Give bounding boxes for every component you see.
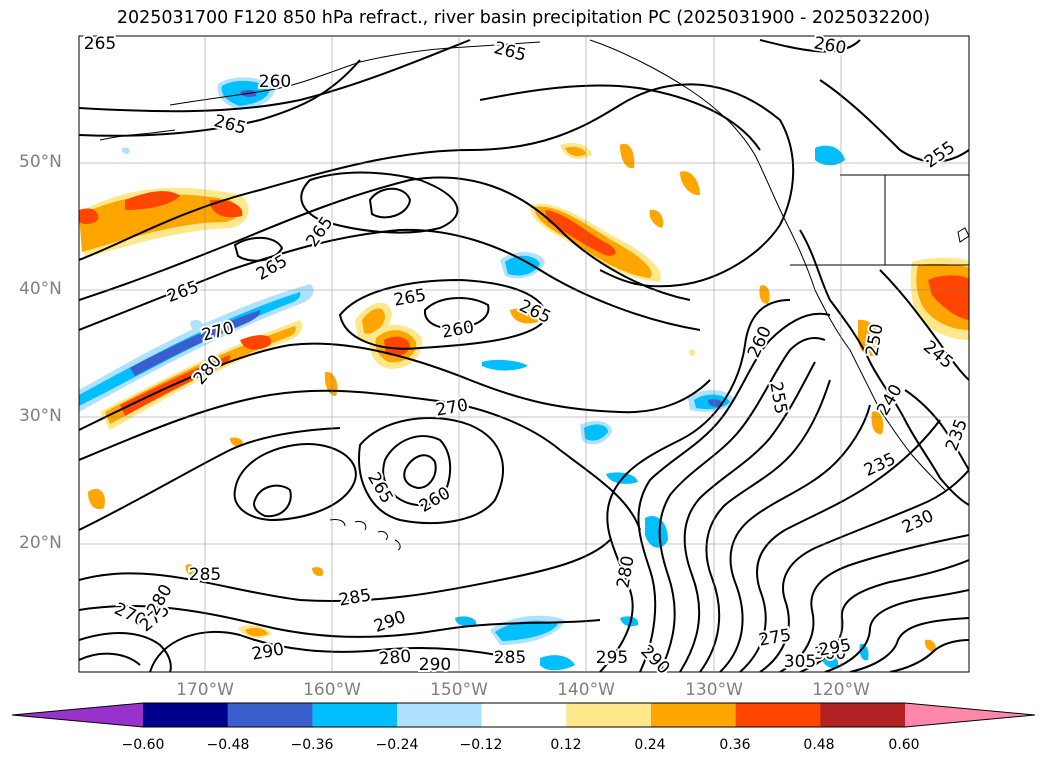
contour-label: 260 (259, 72, 291, 92)
contour-label: 265 (392, 285, 427, 310)
contour-label: 265 (516, 296, 554, 328)
contour-label: 290 (419, 655, 451, 675)
colorbar-tick: 0.60 (888, 737, 920, 753)
colorbar-segment (481, 703, 567, 727)
colorbar-extend-low (12, 703, 143, 727)
contour-label: 300 (814, 644, 846, 664)
contour-label: 275 (757, 625, 792, 650)
contour-label: 250 (862, 322, 887, 357)
colorbar-tick: 0.36 (719, 737, 751, 753)
map-title: 2025031700 F120 850 hPa refract., river … (116, 8, 931, 28)
contour-label: 265 (492, 38, 529, 66)
contour-label: 295 (596, 648, 628, 668)
coastlines (99, 39, 969, 551)
lat-label-40n: 40°N (19, 279, 62, 299)
contour-label: 290 (250, 639, 285, 664)
map-frame (78, 35, 970, 673)
colorbar-tick: 0.48 (803, 737, 835, 753)
contour-label: 255 (921, 138, 959, 173)
colorbar-segment (566, 703, 652, 727)
colorbar-segment (312, 703, 398, 727)
lat-label-20n: 20°N (19, 533, 62, 553)
contour-label: 235 (861, 449, 899, 481)
contour-label: 285 (494, 648, 526, 668)
contour-label: 255 (765, 380, 790, 415)
colorbar-segment (143, 703, 229, 727)
contour-label: 280 (613, 554, 638, 589)
contour-label: 295 (817, 635, 852, 660)
colorbar (11, 702, 1036, 728)
colorbar-segment (820, 703, 906, 727)
colorbar-segment (397, 703, 483, 727)
lon-label-140w: 140°W (557, 680, 615, 700)
contour-label: 265 (84, 34, 116, 54)
colorbar-tick: −0.60 (121, 737, 165, 753)
map-field (79, 39, 969, 672)
lat-label-30n: 30°N (19, 406, 62, 426)
contour-label: 290 (371, 607, 408, 637)
colorbar-tick: 0.12 (550, 737, 582, 753)
contour-lines (79, 39, 969, 672)
lon-label-170w: 170°W (176, 680, 234, 700)
lat-label-50n: 50°N (19, 152, 62, 172)
contour-label: 265 (253, 251, 291, 285)
contour-label: 305 (784, 652, 816, 672)
colorbar-segment (227, 703, 313, 727)
lon-label-120w: 120°W (812, 680, 870, 700)
lon-label-130w: 130°W (685, 680, 743, 700)
contour-label: 265 (363, 469, 397, 507)
contour-label: 265 (164, 277, 201, 307)
colorbar-extend-high (905, 703, 1035, 727)
contour-label: 285 (189, 565, 221, 585)
colorbar-tick: −0.36 (290, 737, 334, 753)
contour-label: 245 (919, 337, 957, 373)
contour-label: 265 (212, 111, 249, 139)
contour-label: 290 (636, 641, 673, 678)
contour-label: 280 (378, 647, 412, 670)
colorbar-tick: 0.24 (634, 737, 666, 753)
contour-label: 260 (440, 317, 475, 342)
colorbar-segment (735, 703, 821, 727)
lon-label-160w: 160°W (303, 680, 361, 700)
gridlines (79, 36, 969, 672)
colorbar-tick: −0.24 (375, 737, 419, 753)
colorbar-segment (651, 703, 737, 727)
contour-label: 260 (812, 33, 847, 58)
colorbar-tick: −0.12 (459, 737, 503, 753)
contour-label: 235 (942, 416, 972, 453)
shaded-areas (79, 77, 969, 671)
colorbar-tick: −0.48 (206, 737, 250, 753)
contour-label: 285 (337, 585, 372, 610)
lon-label-150w: 150°W (430, 680, 488, 700)
